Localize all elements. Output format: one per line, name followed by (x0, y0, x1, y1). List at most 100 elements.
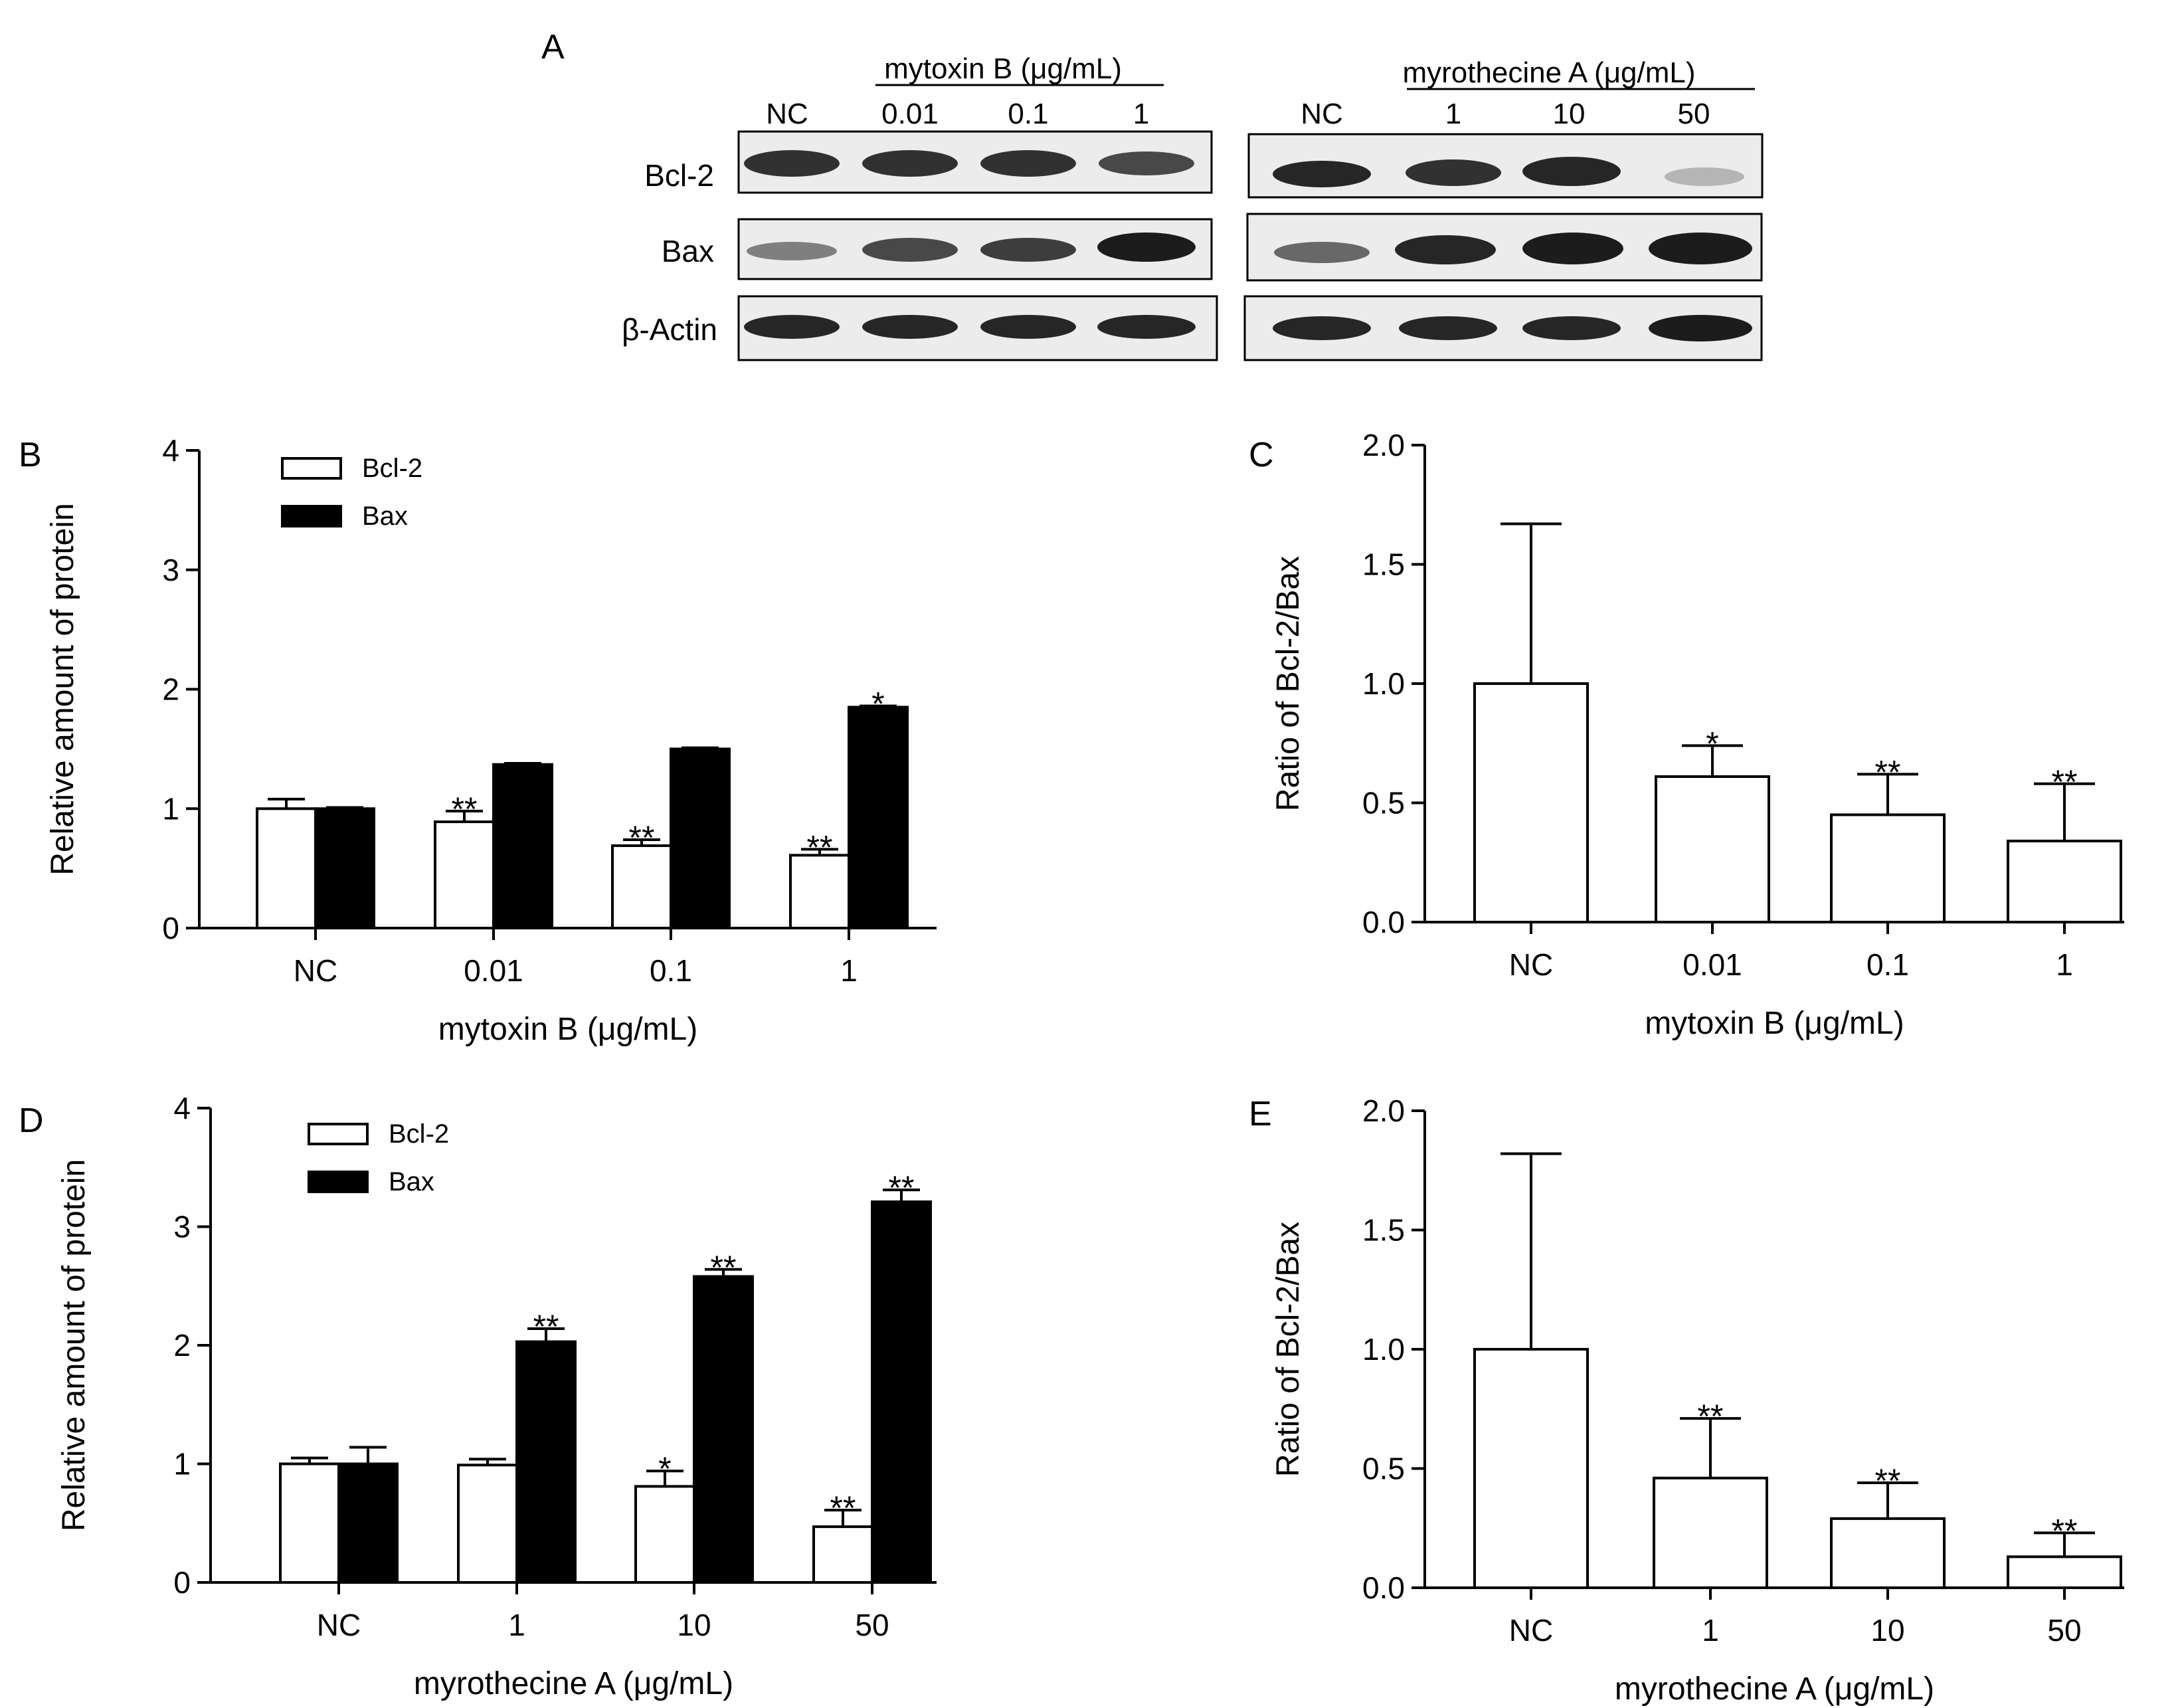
x-tick-label: 1 (2056, 947, 2073, 982)
blot-band (1097, 233, 1196, 262)
y-tick-label: 3 (173, 1210, 191, 1244)
significance-marker: ** (807, 828, 833, 866)
panel-letter-e: E (1249, 1095, 1272, 1133)
y-tick-label: 0 (162, 911, 179, 945)
bar (434, 820, 495, 929)
significance-marker: ** (1875, 1462, 1901, 1499)
blot-band (980, 150, 1076, 177)
significance-marker: ** (629, 819, 655, 856)
significance-marker: ** (711, 1249, 737, 1286)
bar (314, 807, 375, 929)
y-tick-label: 1.5 (1362, 1213, 1405, 1248)
y-tick-label: 3 (162, 553, 179, 587)
blot-band (1395, 235, 1496, 264)
blot-row-label: Bcl-2 (644, 158, 714, 193)
bar (337, 1462, 399, 1584)
blot-group-title: myrothecine A (μg/mL) (1402, 56, 1695, 89)
bar (634, 1485, 695, 1584)
legend-swatch (281, 457, 342, 480)
y-tick-label: 2 (162, 672, 179, 707)
blot-band (980, 315, 1076, 339)
panel-letter-b: B (19, 436, 42, 474)
chart-e: 0.0 0.5 1.0 1.5 2.0 NC 1 10 50 myrothecine A (μg/… (1271, 1093, 2124, 1707)
bar (279, 1462, 340, 1584)
chart-c: 0.0 0.5 1.0 1.5 2.0 NC 0.01 0.1 1 mytoxin B (μg/m… (1271, 428, 2124, 1041)
x-tick-label: 0.01 (464, 953, 523, 988)
legend-label: Bax (389, 1167, 434, 1196)
y-tick-label: 1.0 (1362, 666, 1405, 701)
bar (492, 763, 553, 930)
blot-lane-label: 50 (1678, 98, 1710, 130)
y-tick-label: 4 (162, 433, 179, 468)
significance-marker: ** (830, 1489, 856, 1527)
significance-marker: ** (889, 1169, 915, 1206)
blot-band (1273, 161, 1371, 187)
blot-lane-label: 10 (1553, 98, 1586, 130)
blot-row-label: Bax (662, 234, 714, 268)
blot-band (1399, 316, 1497, 340)
x-axis-title: myrothecine A (μg/mL) (414, 1666, 733, 1701)
panel-letter-a: A (541, 28, 565, 66)
significance-marker: ** (533, 1308, 559, 1345)
y-tick-label: 1.5 (1362, 547, 1405, 582)
bar (2007, 839, 2122, 923)
blot-band (1649, 315, 1752, 341)
blot-band (862, 315, 958, 339)
bar (256, 807, 317, 929)
blot-lane-label: NC (766, 98, 808, 130)
y-axis-title: Relative amount of protein (56, 1159, 92, 1531)
blot-band (747, 242, 837, 260)
panel-letter-c: C (1249, 436, 1274, 474)
blot-band (1665, 167, 1744, 186)
significance-marker: ** (2052, 1512, 2078, 1549)
y-tick-label: 0.5 (1362, 786, 1405, 820)
significance-marker: ** (2052, 763, 2078, 801)
blot-band (1274, 242, 1370, 263)
legend-swatch (281, 505, 342, 527)
x-axis-title: mytoxin B (μg/mL) (1645, 1006, 1904, 1041)
bar (871, 1200, 932, 1584)
western-blot: mytoxin B (μg/mL) myrothecine A (μg/mL) … (622, 52, 1764, 361)
x-tick-label: 1 (508, 1608, 525, 1642)
bar (457, 1464, 518, 1584)
y-tick-label: 1 (162, 791, 179, 826)
bar (693, 1275, 754, 1584)
x-tick-label: 50 (2047, 1613, 2081, 1648)
x-tick-label: NC (1509, 1613, 1553, 1648)
blot-lane-label: 0.1 (1008, 98, 1048, 130)
y-tick-label: 2 (173, 1328, 191, 1363)
blot-lane-label: 0.01 (881, 98, 939, 130)
blot-band (744, 315, 840, 339)
bar (670, 747, 731, 929)
blot-lane-label: 1 (1133, 98, 1149, 130)
y-tick-label: 2.0 (1362, 1093, 1405, 1128)
legend-label: Bcl-2 (389, 1119, 449, 1149)
y-tick-label: 0.5 (1362, 1452, 1405, 1486)
blot-band (862, 238, 958, 262)
x-tick-label: 0.01 (1682, 947, 1742, 982)
legend-label: Bcl-2 (362, 454, 422, 483)
significance-marker: ** (1698, 1398, 1724, 1435)
y-tick-label: 0 (173, 1565, 191, 1600)
blot-lane-label: NC (1301, 98, 1343, 130)
y-tick-label: 0.0 (1362, 905, 1405, 939)
x-tick-label: 10 (1870, 1613, 1904, 1648)
y-tick-label: 2.0 (1362, 428, 1405, 462)
blot-band (980, 238, 1076, 262)
blot-band (1099, 151, 1194, 175)
significance-marker: * (1706, 725, 1718, 762)
x-tick-label: 0.1 (650, 953, 692, 988)
significance-marker: * (871, 686, 884, 723)
legend-swatch (308, 1123, 369, 1145)
y-tick-label: 1.0 (1362, 1332, 1405, 1367)
bar (611, 844, 672, 930)
x-tick-label: NC (317, 1608, 361, 1642)
y-axis-title: Ratio of Bcl-2/Bax (1271, 556, 1306, 811)
blot-band (1649, 233, 1752, 264)
bar (1655, 775, 1770, 924)
x-tick-label: 50 (855, 1608, 889, 1642)
blot-band (1522, 233, 1623, 264)
x-tick-label: 1 (840, 953, 858, 988)
bar (515, 1340, 577, 1584)
